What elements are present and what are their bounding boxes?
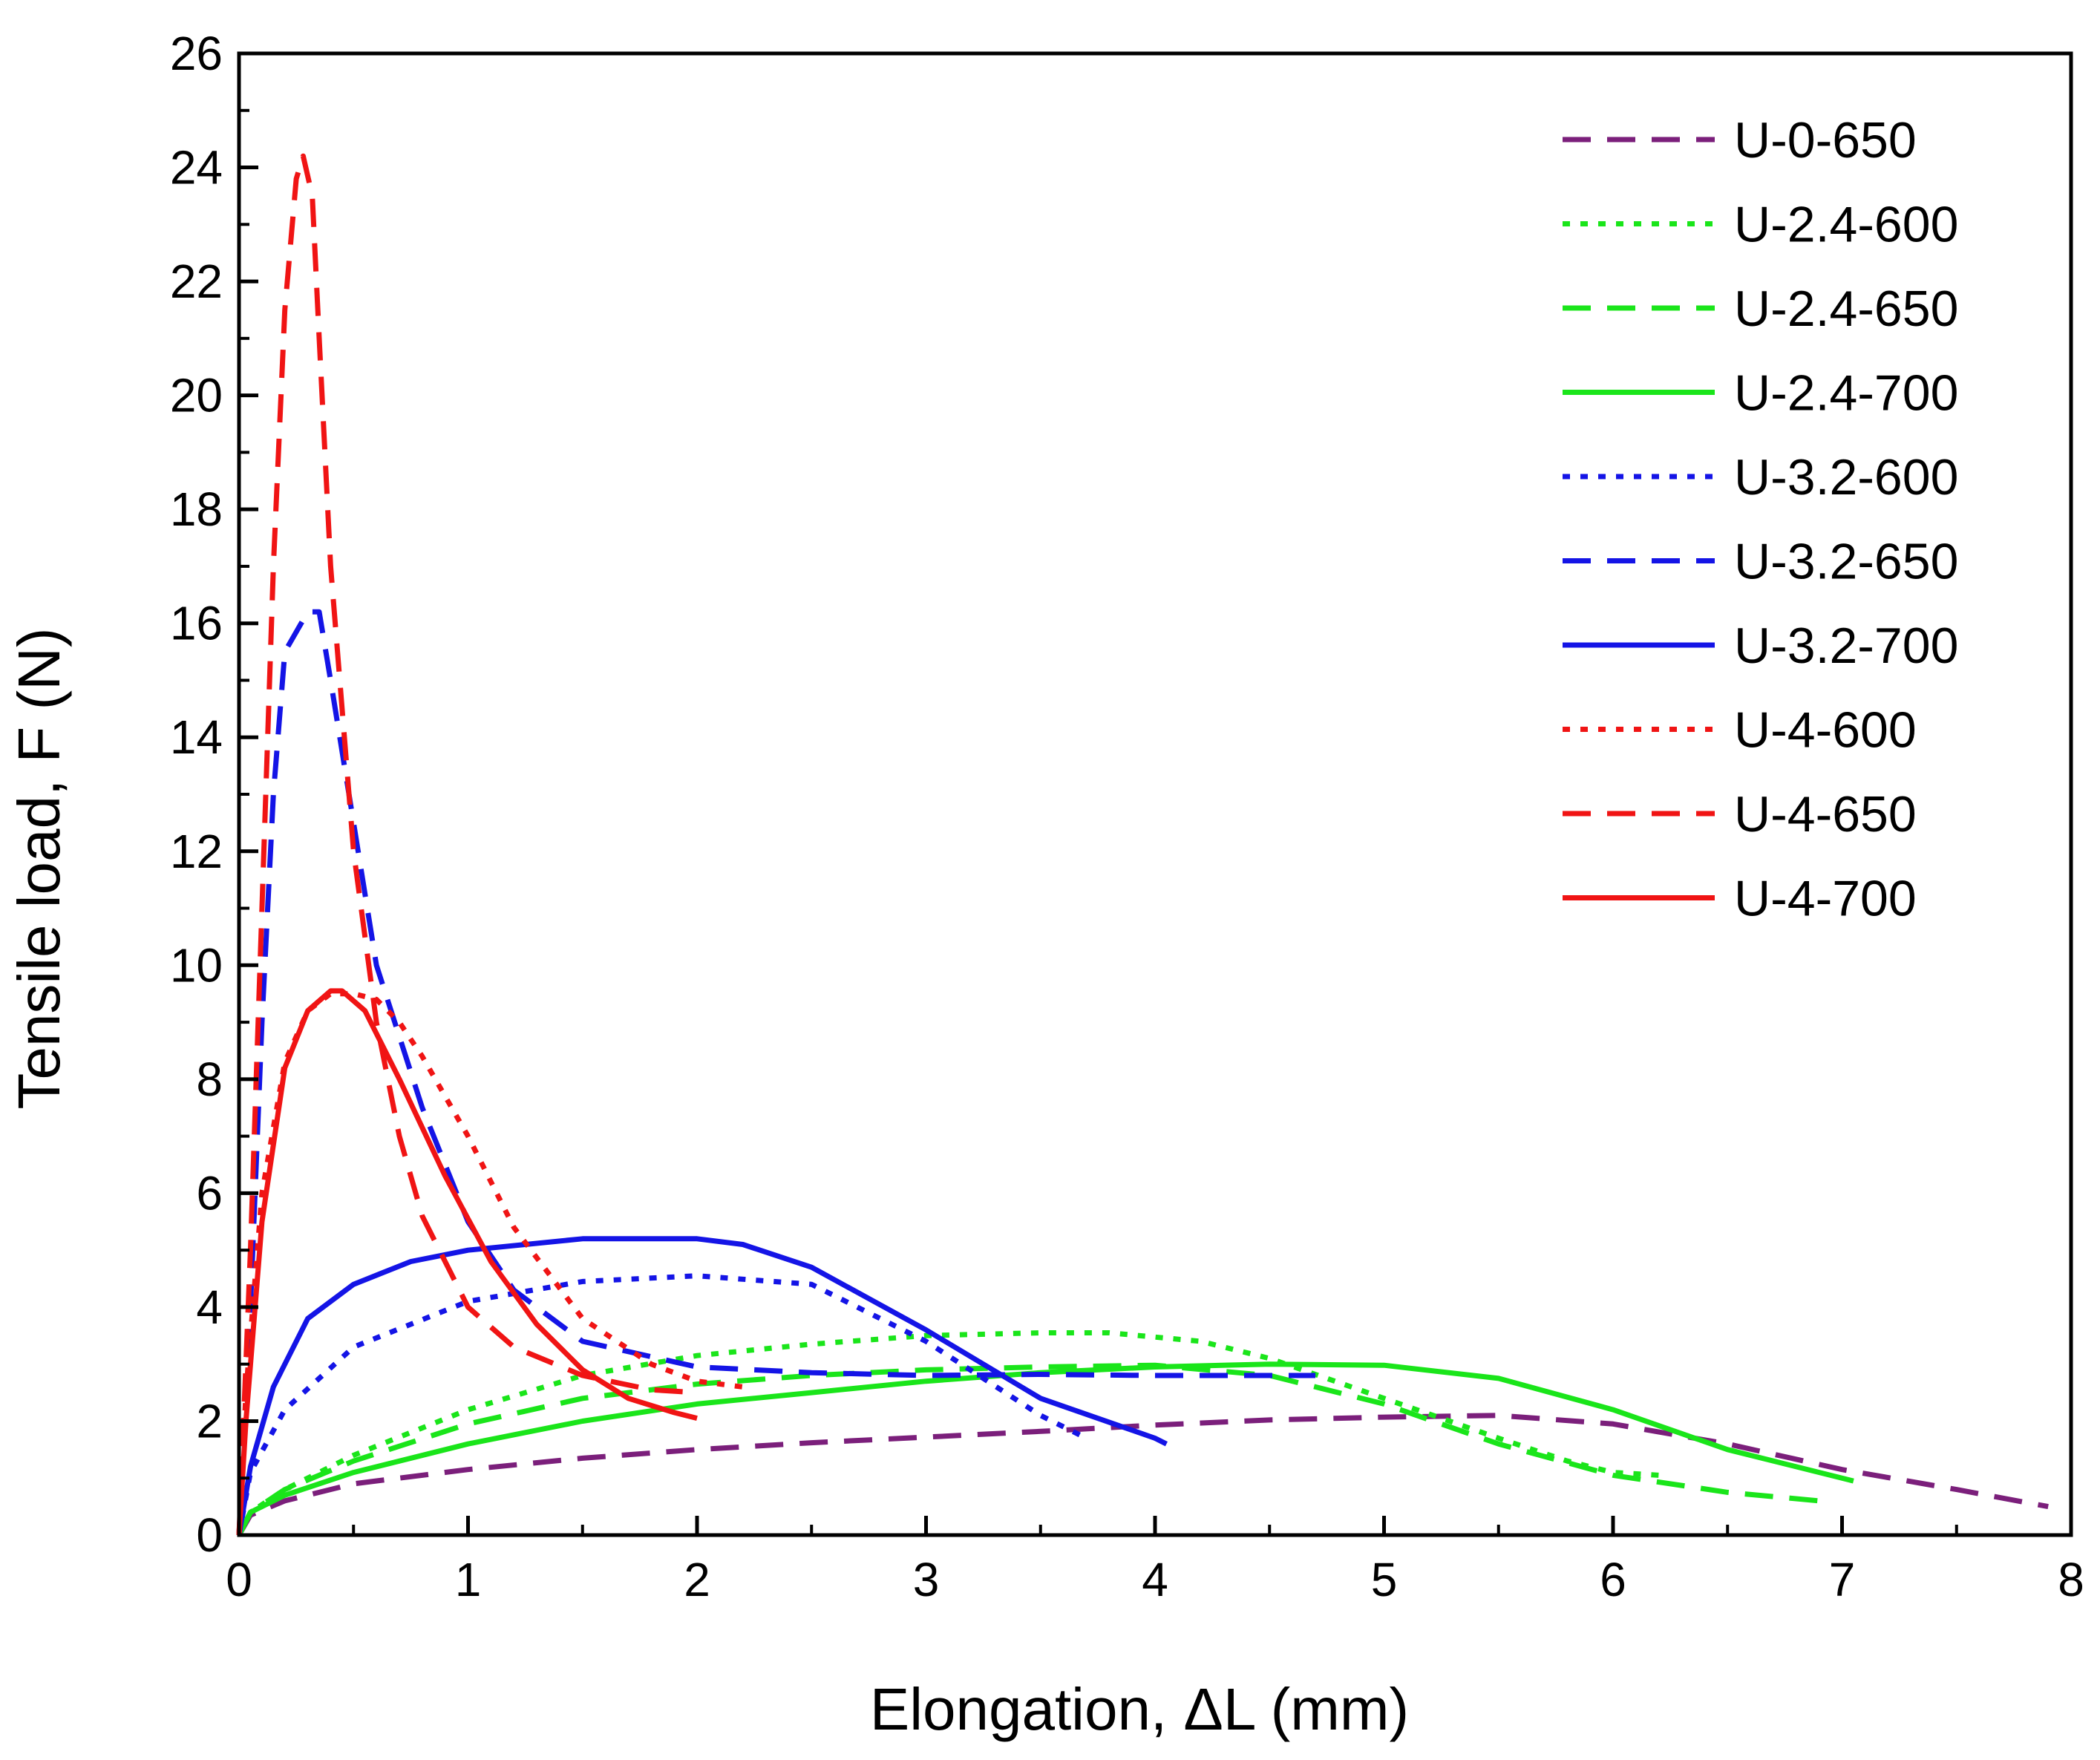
series-line-U-2.4-700 — [236, 1361, 1854, 1537]
y-tick-label: 18 — [170, 482, 223, 536]
y-tick-label: 6 — [196, 1166, 223, 1220]
x-tick-label: 2 — [684, 1553, 710, 1606]
axes — [237, 51, 2073, 1537]
legend-item: U-2.4-700 — [1563, 365, 1958, 422]
series-layer — [236, 153, 2049, 1537]
legend-item: U-4-650 — [1563, 786, 1917, 843]
series-line-U-4-650 — [236, 153, 698, 1536]
legend-item: U-2.4-650 — [1563, 281, 1958, 337]
y-tick-label: 26 — [170, 27, 223, 80]
series-line-U-3.2-700 — [236, 1236, 1168, 1536]
y-tick-label: 12 — [170, 825, 223, 878]
x-axis-title: Elongation, ΔL (mm) — [870, 1676, 1409, 1742]
y-tick-label: 10 — [170, 938, 223, 992]
y-tick-label: 8 — [196, 1053, 223, 1106]
y-tick-label: 24 — [170, 141, 223, 194]
legend-item: U-4-700 — [1563, 871, 1917, 927]
legend-label: U-2.4-600 — [1734, 197, 1958, 253]
y-tick-label: 22 — [170, 255, 223, 308]
legend-item: U-3.2-700 — [1563, 618, 1958, 674]
y-tick-label: 16 — [170, 597, 223, 650]
legend-label: U-0-650 — [1734, 112, 1917, 169]
legend-item: U-3.2-600 — [1563, 449, 1958, 506]
y-tick-label: 20 — [170, 369, 223, 422]
legend-item: U-2.4-600 — [1563, 197, 1958, 253]
legend-label: U-3.2-600 — [1734, 449, 1958, 506]
legend-label: U-2.4-700 — [1734, 365, 1958, 422]
series-line-U-4-700 — [236, 988, 698, 1536]
y-axis-title: Tensile load, F (N) — [6, 627, 72, 1109]
x-tick-label: 4 — [1142, 1553, 1168, 1606]
x-tick-label: 0 — [226, 1553, 252, 1606]
x-tick-label: 1 — [455, 1553, 482, 1606]
series-line-U-3.2-600 — [236, 1273, 1088, 1536]
series-line-U-2.4-600 — [236, 1330, 1659, 1537]
legend-item: U-4-600 — [1563, 702, 1917, 759]
y-tick-label: 14 — [170, 710, 223, 764]
legend-label: U-2.4-650 — [1734, 281, 1958, 337]
legend-label: U-4-600 — [1734, 702, 1917, 759]
series-line-U-2.4-650 — [236, 1362, 1820, 1537]
y-tick-label: 2 — [196, 1394, 223, 1447]
x-tick-label: 5 — [1371, 1553, 1398, 1606]
legend-label: U-4-650 — [1734, 786, 1917, 843]
x-tick-label: 7 — [1829, 1553, 1856, 1606]
x-tick-label: 3 — [913, 1553, 940, 1606]
x-tick-label: 8 — [2058, 1553, 2084, 1606]
legend-label: U-3.2-650 — [1734, 534, 1958, 590]
legend-label: U-4-700 — [1734, 871, 1917, 927]
x-tick-label: 6 — [1600, 1553, 1626, 1606]
y-tick-label: 0 — [196, 1508, 223, 1562]
legend: U-0-650 U-2.4-600 U-2.4-650 U-2.4-700 U-3.2-… — [1563, 112, 1958, 927]
legend-item: U-3.2-650 — [1563, 534, 1958, 590]
legend-item: U-0-650 — [1563, 112, 1917, 169]
y-tick-label: 4 — [196, 1280, 223, 1334]
legend-label: U-3.2-700 — [1734, 618, 1958, 674]
series-line-U-0-650 — [236, 1413, 2049, 1537]
